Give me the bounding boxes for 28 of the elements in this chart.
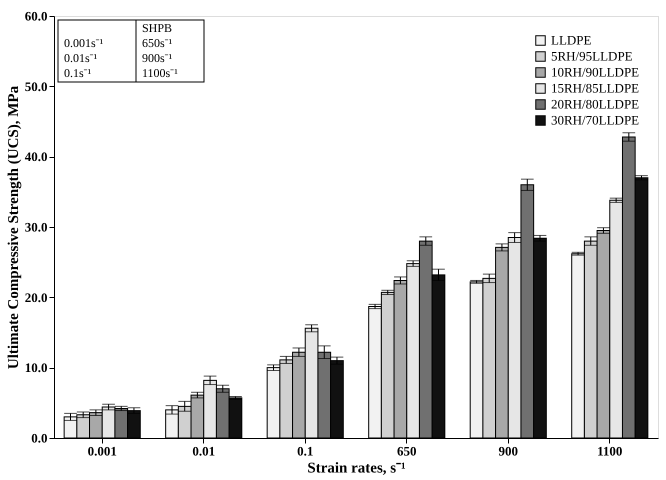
- y-tick-label: 40.0: [24, 149, 48, 164]
- annotation: 0.1s⁻¹: [64, 66, 92, 80]
- y-tick-label: 50.0: [24, 78, 48, 94]
- annotation: 0.01s⁻¹: [64, 51, 98, 65]
- legend-label: 15RH/85LLDPE: [551, 80, 640, 96]
- legend-label: 10RH/90LLDPE: [551, 64, 640, 80]
- x-axis-title: Strain rates, s⁻¹: [307, 460, 406, 476]
- x-tick-label: 0.1: [297, 444, 314, 458]
- y-tick-label: 60.0: [24, 8, 48, 24]
- annotation: SHPB: [142, 21, 172, 35]
- x-tick-label: 900: [498, 444, 518, 458]
- legend-label: 30RH/70LLDPE: [551, 112, 640, 128]
- legend-label: 20RH/80LLDPE: [551, 96, 640, 112]
- x-tick-label: 1100: [597, 444, 622, 458]
- y-axis-title: Ultimate Compressive Strength (UCS), MPa: [6, 85, 22, 370]
- y-tick-label: 10.0: [24, 360, 48, 376]
- y-tick-label: 20.0: [24, 290, 48, 305]
- x-tick-label: 650: [397, 444, 417, 458]
- x-tick-label: 0.01: [192, 444, 216, 458]
- annotation: 900s⁻¹: [142, 51, 173, 65]
- annotation: 650s⁻¹: [142, 36, 173, 50]
- legend-label: 5RH/95LLDPE: [551, 48, 633, 64]
- annotation: 1100s⁻¹: [142, 66, 178, 80]
- x-tick-label: 0.001: [88, 444, 117, 458]
- y-tick-label: 30.0: [24, 220, 48, 234]
- annotation: 0.001s⁻¹: [64, 36, 104, 50]
- y-tick-label: 0.0: [31, 430, 48, 446]
- legend-label: LLDPE: [551, 32, 592, 48]
